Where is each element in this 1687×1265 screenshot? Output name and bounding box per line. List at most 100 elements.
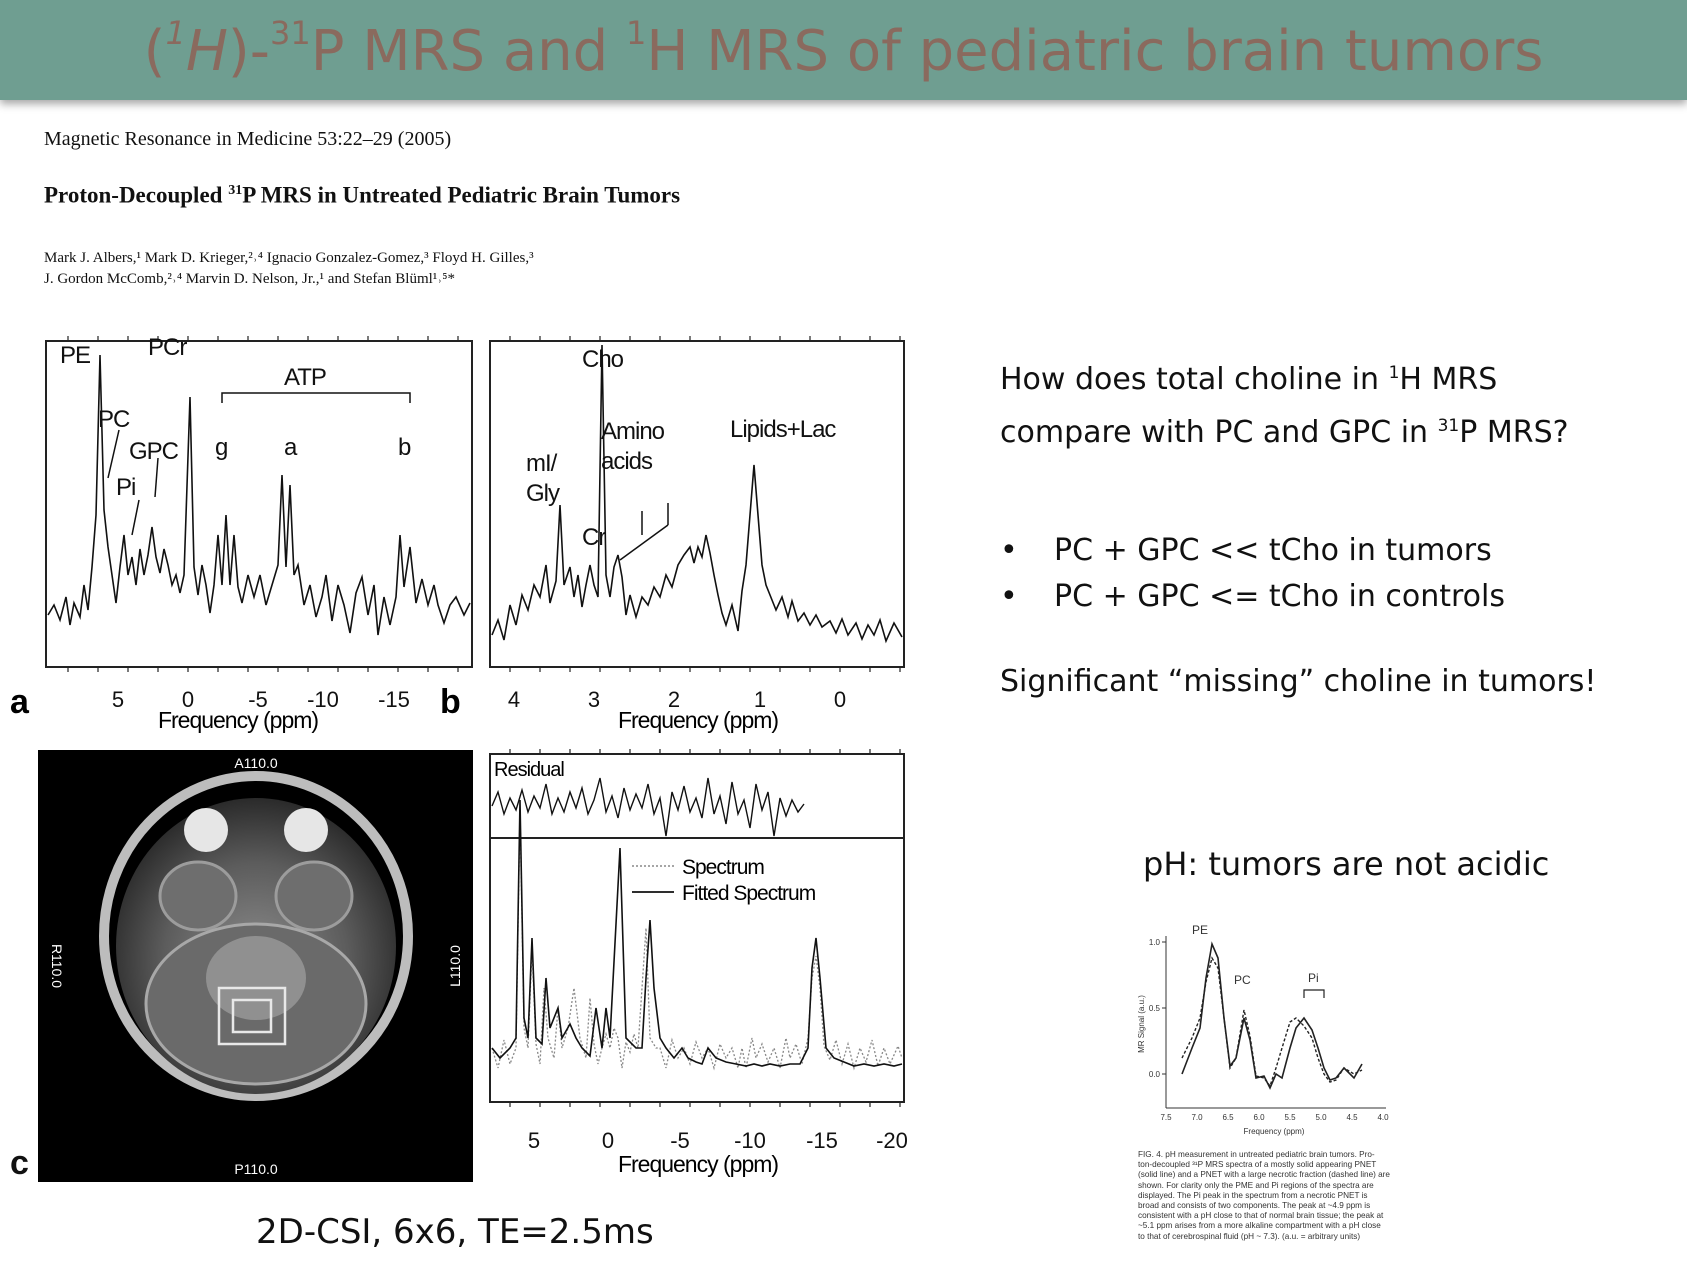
slide-title: (1H)-31P MRS and 1H MRS of pediatric bra… xyxy=(143,14,1544,84)
paper-title: Proton-Decoupled 31P MRS in Untreated Pe… xyxy=(44,182,681,208)
panel-b-peak-labels: Cho mI/ Gly Amino acids Cr Lipids+Lac xyxy=(526,346,837,551)
fig4-caption: FIG. 4. pH measurement in untreated pedi… xyxy=(1138,1150,1390,1241)
tick-label: 4 xyxy=(508,687,520,712)
list-item: • PC + GPC <= tCho in controls xyxy=(1000,574,1505,620)
paper-authors: Mark J. Albers,¹ Mark D. Krieger,²˒⁴ Ign… xyxy=(44,250,534,287)
tick-label: 0 xyxy=(182,687,194,712)
tick-label: 5 xyxy=(528,1128,540,1153)
tick-label: 5 xyxy=(112,687,124,712)
tick-label: -15 xyxy=(806,1128,838,1153)
title-banner: (1H)-31P MRS and 1H MRS of pediatric bra… xyxy=(0,0,1687,100)
mri-right-temporal xyxy=(274,860,354,932)
tick-label: 1.0 xyxy=(1149,938,1161,947)
tick-label: 7.0 xyxy=(1191,1113,1203,1122)
panel-b-xlabel: Frequency (ppm) xyxy=(618,707,778,733)
peak-label-pi: Pi xyxy=(116,474,135,501)
mri-label-left: R110.0 xyxy=(49,944,65,988)
peak-label-gly: Gly xyxy=(526,480,560,507)
peak-label-atp-b: b xyxy=(398,434,411,461)
bullet-dot: • xyxy=(1000,579,1018,614)
ph-xlabel: Frequency (ppm) xyxy=(1244,1127,1305,1136)
tick-label: -10 xyxy=(307,687,339,712)
panel-d-tick-labels: 5 0 -5 -10 -15 -20 xyxy=(528,1128,908,1153)
peak-label-pc: PC xyxy=(98,406,130,433)
tick-label: 3 xyxy=(588,687,600,712)
ph-axes xyxy=(1165,936,1386,1109)
peak-label-acids: acids xyxy=(601,448,653,475)
ph-peak-label-pe: PE xyxy=(1192,923,1208,937)
question-text: How does total choline in 1H MRS compare… xyxy=(1000,362,1569,450)
tick-label: -15 xyxy=(378,687,410,712)
tick-label: 6.5 xyxy=(1222,1113,1234,1122)
panel-c-mri-image: A110.0 P110.0 R110.0 L110.0 c xyxy=(8,746,473,1186)
peak-label-gpc: GPC xyxy=(129,438,179,465)
tick-label: 7.5 xyxy=(1160,1113,1172,1122)
journal-citation: Magnetic Resonance in Medicine 53:22–29 … xyxy=(44,128,452,150)
panel-d-residual-line xyxy=(491,777,805,837)
missing-choline-statement: Significant “missing” choline in tumors! xyxy=(1000,664,1597,699)
panel-b-annotation-lines xyxy=(619,503,669,561)
mri-left-temporal xyxy=(158,860,238,932)
tick-label: -20 xyxy=(876,1128,908,1153)
ph-peak-labels: PE PC Pi xyxy=(1192,923,1319,987)
ph-ticks xyxy=(1162,941,1166,1075)
peak-label-cho: Cho xyxy=(582,346,624,373)
mri-skull xyxy=(99,771,413,1101)
peak-label-mi: mI/ xyxy=(526,450,558,477)
peak-label-cr: Cr xyxy=(582,524,606,551)
residual-label: Residual xyxy=(494,759,564,781)
panel-b-letter: b xyxy=(440,683,461,721)
ph-solid-line xyxy=(1181,941,1363,1090)
tick-label: 6.0 xyxy=(1253,1113,1265,1122)
panel-d-xlabel: Frequency (ppm) xyxy=(618,1151,778,1177)
panel-a-letter: a xyxy=(10,683,30,721)
peak-label-lipids-lac: Lipids+Lac xyxy=(730,416,836,443)
csi-voxel-inner xyxy=(231,998,273,1034)
mri-label-top: A110.0 xyxy=(234,755,278,771)
legend-spectrum-label: Spectrum xyxy=(682,856,764,879)
panel-b-1h-spectrum: Cho mI/ Gly Amino acids Cr Lipids+Lac 4 … xyxy=(440,335,910,735)
ph-peak-label-pc: PC xyxy=(1234,973,1251,987)
legend-fitted-label: Fitted Spectrum xyxy=(682,882,816,905)
panel-d-frame xyxy=(489,753,905,1103)
mri-brainstem xyxy=(206,936,306,1020)
mri-left-eye xyxy=(184,808,228,852)
ph-xtick-labels: 7.5 7.0 6.5 6.0 5.5 5.0 4.5 4.0 xyxy=(1160,1113,1389,1122)
panel-a-frame xyxy=(45,340,473,668)
panel-a-minor-ticks xyxy=(67,336,459,672)
tick-label: 0 xyxy=(834,687,846,712)
panel-c-letter: c xyxy=(10,1144,29,1182)
mri-right-eye xyxy=(284,808,328,852)
peak-label-atp-a: a xyxy=(284,434,298,461)
mri-label-right: L110.0 xyxy=(447,945,463,987)
tick-label: -10 xyxy=(734,1128,766,1153)
panel-b-spectrum-line xyxy=(491,344,903,644)
panel-b-minor-ticks xyxy=(509,336,901,672)
ph-ytick-labels: 1.0 0.5 0.0 xyxy=(1149,938,1161,1079)
tick-label: 5.5 xyxy=(1284,1113,1296,1122)
csi-voxel-outer xyxy=(217,986,287,1046)
ph-ylabel: MR Signal (a.u.) xyxy=(1137,995,1146,1053)
tick-label: 0.5 xyxy=(1149,1004,1161,1013)
peak-label-atp: ATP xyxy=(284,364,326,391)
tick-label: 0 xyxy=(602,1128,614,1153)
bullet-list: • PC + GPC << tCho in tumors • PC + GPC <=… xyxy=(1000,528,1505,620)
panel-a-xlabel: Frequency (ppm) xyxy=(158,707,318,733)
panel-d-fitted-spectrum-line xyxy=(491,799,903,1067)
ph-heading: pH: tumors are not acidic xyxy=(1143,845,1550,883)
tick-label: 2 xyxy=(668,687,680,712)
panel-b-tick-labels: 4 3 2 1 0 xyxy=(508,687,846,712)
panel-d-letter: d xyxy=(440,1146,461,1184)
tick-label: 5.0 xyxy=(1315,1113,1327,1122)
mri-label-bottom: P110.0 xyxy=(234,1161,278,1177)
panel-a-peak-labels: PE PCr PC GPC Pi ATP g a b xyxy=(60,334,412,501)
panel-b-frame xyxy=(489,340,905,668)
bullet-dot: • xyxy=(1000,533,1018,568)
tick-label: 0.0 xyxy=(1149,1070,1161,1079)
tick-label: 4.5 xyxy=(1346,1113,1358,1122)
peak-label-pe: PE xyxy=(60,342,90,369)
panel-a-annotation-lines xyxy=(107,392,411,536)
panel-d-fitted-spectrum: Residual Spectrum Fitted Spectrum 5 0 -5… xyxy=(440,748,915,1188)
panel-d-minor-ticks xyxy=(509,749,901,1107)
ph-pi-bracket xyxy=(1303,989,1325,998)
